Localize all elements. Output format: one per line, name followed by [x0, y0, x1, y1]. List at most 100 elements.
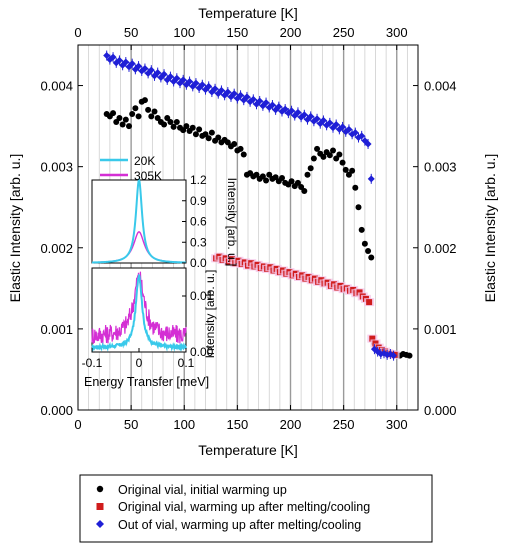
data-point [183, 123, 190, 130]
data-point [237, 91, 245, 99]
inset-ticks: -0.1 0 0.1 0.0 0.3 0.6 0.9 1.2 0.00 0.01 [82, 173, 214, 370]
data-point [294, 179, 301, 186]
x-tick-label-bottom: 250 [333, 417, 355, 432]
data-point [310, 155, 317, 162]
legend-box [79, 474, 433, 543]
x-tick-label-top: 0 [74, 25, 81, 40]
data-point [336, 151, 343, 158]
series-original-vial-after-melting [211, 252, 400, 359]
x-tick-label-top: 300 [386, 25, 408, 40]
data-point [173, 119, 180, 126]
x-tick-label-bottom: 150 [227, 417, 249, 432]
data-point [215, 134, 222, 141]
data-point [145, 106, 152, 113]
data-point [186, 78, 194, 85]
data-point [160, 70, 168, 78]
inset-curve-lower [91, 273, 187, 353]
data-point [301, 188, 308, 194]
data-point [126, 123, 132, 130]
inset-y-tick-label-lower: 0.01 [190, 289, 214, 303]
data-point [154, 69, 162, 77]
inset-y-tick-label-upper: 0.6 [190, 215, 207, 229]
data-point [115, 56, 123, 64]
data-point [349, 167, 356, 174]
data-point [330, 147, 336, 154]
data-point [240, 151, 247, 158]
inset-x-tick-label: 0 [136, 356, 143, 370]
data-point [173, 74, 181, 82]
data-point [366, 299, 373, 306]
data-point [208, 129, 215, 136]
inset-legend-305k-label: 305K [134, 169, 162, 183]
data-point [116, 115, 123, 121]
y-tick-label-right: 0.003 [424, 160, 457, 175]
y-tick-label-left: 0.000 [40, 403, 73, 418]
data-point [364, 140, 372, 148]
data-point [148, 113, 155, 120]
data-point [192, 131, 199, 138]
data-point [189, 124, 196, 131]
data-point [179, 76, 187, 84]
data-point [141, 97, 148, 104]
y-tick-label-right: 0.000 [424, 403, 457, 418]
data-point [390, 352, 398, 360]
data-point [141, 65, 149, 73]
inset-curve-upper [91, 177, 187, 264]
data-point [355, 204, 362, 211]
y-tick-label-left: 0.001 [40, 322, 73, 337]
inset-legend-20k-label: 20K [134, 154, 155, 168]
x-tick-label-bottom: 100 [173, 417, 195, 432]
data-point [164, 115, 171, 121]
data-point [319, 116, 327, 124]
y-axis-title-left: Elastic Intensity [arb. u.] [7, 154, 23, 303]
data-point [113, 119, 120, 126]
x-tick-label-bottom: 0 [74, 417, 81, 432]
x-tick-label-bottom: 200 [280, 417, 302, 432]
data-point [361, 240, 368, 247]
legend-marker-blue-diamond [96, 520, 104, 528]
series-out-of-vial [103, 50, 398, 361]
data-point [154, 115, 161, 121]
data-point [119, 121, 126, 128]
data-point [132, 105, 139, 112]
x-tick-label-bottom: 300 [386, 417, 408, 432]
data-point [230, 90, 238, 98]
data-point [202, 131, 209, 138]
data-point [369, 335, 376, 342]
data-point [279, 175, 285, 182]
legend: Original vial, initial warming up Origin… [79, 474, 433, 543]
data-point [332, 120, 340, 128]
data-point [229, 256, 236, 263]
x-axis-title-top: Temperature [K] [198, 5, 298, 21]
data-point [342, 166, 349, 173]
legend-label-1: Original vial, warming up after melting/… [118, 500, 370, 514]
data-point [266, 171, 273, 178]
data-point [135, 113, 142, 120]
data-point [272, 174, 279, 181]
data-point [368, 254, 375, 261]
data-point [313, 115, 321, 123]
legend-label-0: Original vial, initial warming up [118, 483, 287, 497]
inset-upper-panel [91, 179, 187, 264]
x-tick-label-top: 150 [227, 25, 249, 40]
y-tick-label-left: 0.004 [40, 79, 73, 94]
data-point [249, 95, 257, 103]
data-point [256, 97, 264, 105]
data-point [253, 171, 260, 178]
x-tick-label-top: 200 [280, 25, 302, 40]
data-point [224, 88, 232, 96]
x-axis-title-bottom: Temperature [K] [198, 442, 298, 458]
data-point [326, 119, 334, 127]
data-point [205, 82, 213, 90]
data-point [275, 103, 283, 111]
inset-chart: -0.1 0 0.1 0.0 0.3 0.6 0.9 1.2 0.00 0.01 20K 305K… [82, 154, 239, 389]
data-point [103, 52, 111, 60]
inset-y-tick-label-lower: 0.00 [190, 345, 214, 359]
data-point [167, 119, 174, 126]
data-point [109, 53, 117, 61]
data-point [339, 123, 347, 131]
inset-x-tick-label: -0.1 [82, 356, 103, 370]
data-point [135, 62, 143, 70]
data-point [110, 110, 117, 117]
